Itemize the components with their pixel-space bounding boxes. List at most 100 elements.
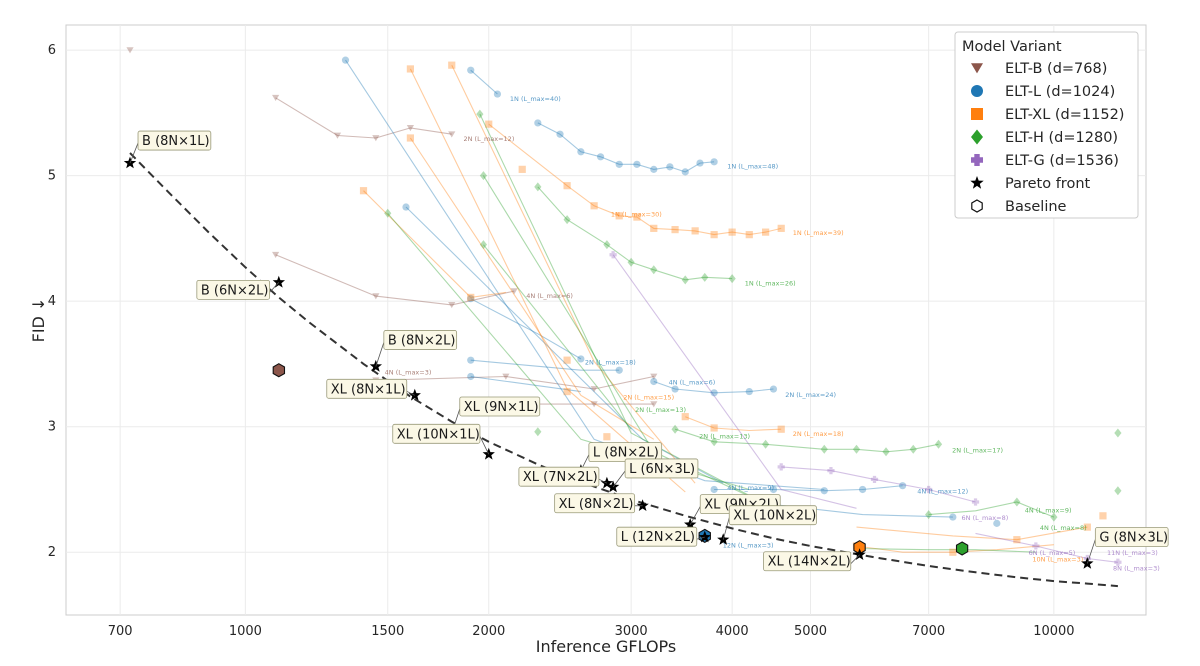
- data-point: [406, 125, 414, 132]
- data-point: [666, 163, 674, 171]
- baseline-marker: [955, 541, 969, 556]
- run-label: 1N (L_max=48): [727, 163, 778, 171]
- pareto-annotations: B (8N×1L) B (6N×2L) B (8N×2L) XL (8N×1L) XL …: [129, 130, 1169, 572]
- pareto-star: [600, 476, 614, 489]
- data-point: [1099, 512, 1107, 520]
- series-line: [685, 416, 782, 432]
- data-point: [384, 208, 392, 218]
- x-tick-label: 2000: [472, 624, 505, 639]
- data-point: [650, 377, 658, 386]
- annotation-label: XL (10N×1L): [397, 427, 480, 442]
- data-point: [534, 182, 542, 192]
- legend-title: Model Variant: [962, 39, 1062, 55]
- legend-label: ELT-L (d=1024): [1005, 84, 1115, 100]
- annotation-label: B (8N×2L): [388, 333, 456, 348]
- annotation-leader: [269, 282, 280, 293]
- pareto-annotation: G (8N×3L): [1086, 527, 1169, 564]
- data-point: [681, 275, 689, 285]
- legend-marker: [970, 176, 984, 189]
- data-point: [577, 148, 585, 156]
- series-line: [856, 544, 1054, 553]
- pareto-star: [853, 548, 866, 560]
- series-line: [856, 547, 1036, 553]
- data-point: [448, 131, 456, 138]
- pareto-annotation: XL (8N×1L): [326, 378, 415, 399]
- data-point: [701, 272, 709, 282]
- y-tick-label: 5: [48, 169, 56, 184]
- series-line: [470, 298, 582, 360]
- data-point: [650, 165, 658, 173]
- data-point: [671, 385, 679, 393]
- data-point: [467, 356, 475, 364]
- data-point: [949, 548, 957, 556]
- annotation-box: [728, 505, 817, 526]
- run-label: 4N (L_max=9): [1025, 507, 1072, 515]
- data-point: [333, 132, 342, 139]
- series-line: [275, 97, 452, 139]
- data-point: [777, 425, 785, 433]
- data-point: [710, 389, 718, 397]
- data-point: [603, 433, 611, 441]
- annotation-leader: [598, 478, 608, 484]
- legend-marker: [971, 199, 983, 213]
- pareto-annotation: L (12N×2L): [616, 526, 705, 547]
- baseline-marker: [272, 363, 286, 378]
- run-label: 4N (L_max=6): [526, 292, 573, 300]
- y-tick-label: 3: [48, 420, 56, 435]
- data-point: [596, 153, 605, 161]
- y-axis-label: FID ↓: [29, 298, 48, 343]
- annotation-leader: [129, 142, 139, 164]
- annotation-leader: [406, 390, 415, 396]
- pareto-annotation: B (8N×2L): [375, 330, 458, 367]
- series-line: [537, 122, 715, 173]
- data-point: [949, 513, 957, 521]
- data-point: [627, 257, 635, 267]
- run-label: 2N (L_max=12): [463, 135, 514, 143]
- pareto-star: [698, 530, 711, 543]
- series-line: [470, 359, 620, 371]
- y-axis-ticks: 2 3 4 5 6: [48, 43, 56, 560]
- data-point: [650, 265, 658, 275]
- data-point: [615, 160, 623, 168]
- annotation-leader: [375, 342, 385, 367]
- data-point: [467, 295, 475, 303]
- data-point: [696, 159, 704, 167]
- pareto-annotation: XL (8N×2L): [554, 493, 643, 514]
- annotation-leader: [479, 436, 490, 455]
- data-point: [925, 510, 933, 520]
- annotation-label: XL (14N×2L): [768, 555, 851, 570]
- x-tick-label: 1000: [229, 624, 262, 639]
- x-tick-label: 1500: [371, 624, 404, 639]
- pareto-annotation: B (8N×1L): [129, 130, 212, 164]
- run-label: 2N (L_max=13): [635, 406, 686, 414]
- data-point: [852, 444, 861, 454]
- data-point: [563, 215, 571, 225]
- run-label: 2N (L_max=15): [623, 394, 674, 402]
- data-point: [476, 109, 484, 119]
- series-line: [653, 380, 774, 394]
- annotation-leader: [850, 554, 860, 565]
- annotation-box: [196, 279, 271, 300]
- annotation-label: B (6N×2L): [201, 283, 269, 298]
- series-line: [275, 254, 515, 306]
- data-point: [563, 356, 571, 364]
- run-label: 4N (L_max=3): [385, 368, 432, 376]
- data-point: [448, 61, 456, 69]
- run-label: 2N (L_max=24): [785, 391, 836, 399]
- legend-label: Baseline: [1005, 199, 1067, 215]
- legend-box: [954, 31, 1139, 219]
- run-label: 11N (L_max=3): [1107, 549, 1158, 557]
- x-axis-label: Inference GFLOPs: [536, 637, 677, 656]
- annotation-label: XL (7N×2L): [523, 470, 598, 485]
- x-tick-label: 7000: [912, 624, 945, 639]
- y-tick-label: 4: [48, 294, 56, 309]
- data-point: [870, 475, 879, 484]
- series-line: [470, 375, 581, 393]
- data-point: [745, 231, 753, 239]
- pareto-annotation: XL (10N×2L): [722, 505, 817, 540]
- data-point: [479, 171, 488, 181]
- data-point: [827, 467, 835, 475]
- data-point: [493, 90, 502, 98]
- data-point: [556, 130, 564, 138]
- run-label: 6N (L_max=5): [1029, 549, 1076, 557]
